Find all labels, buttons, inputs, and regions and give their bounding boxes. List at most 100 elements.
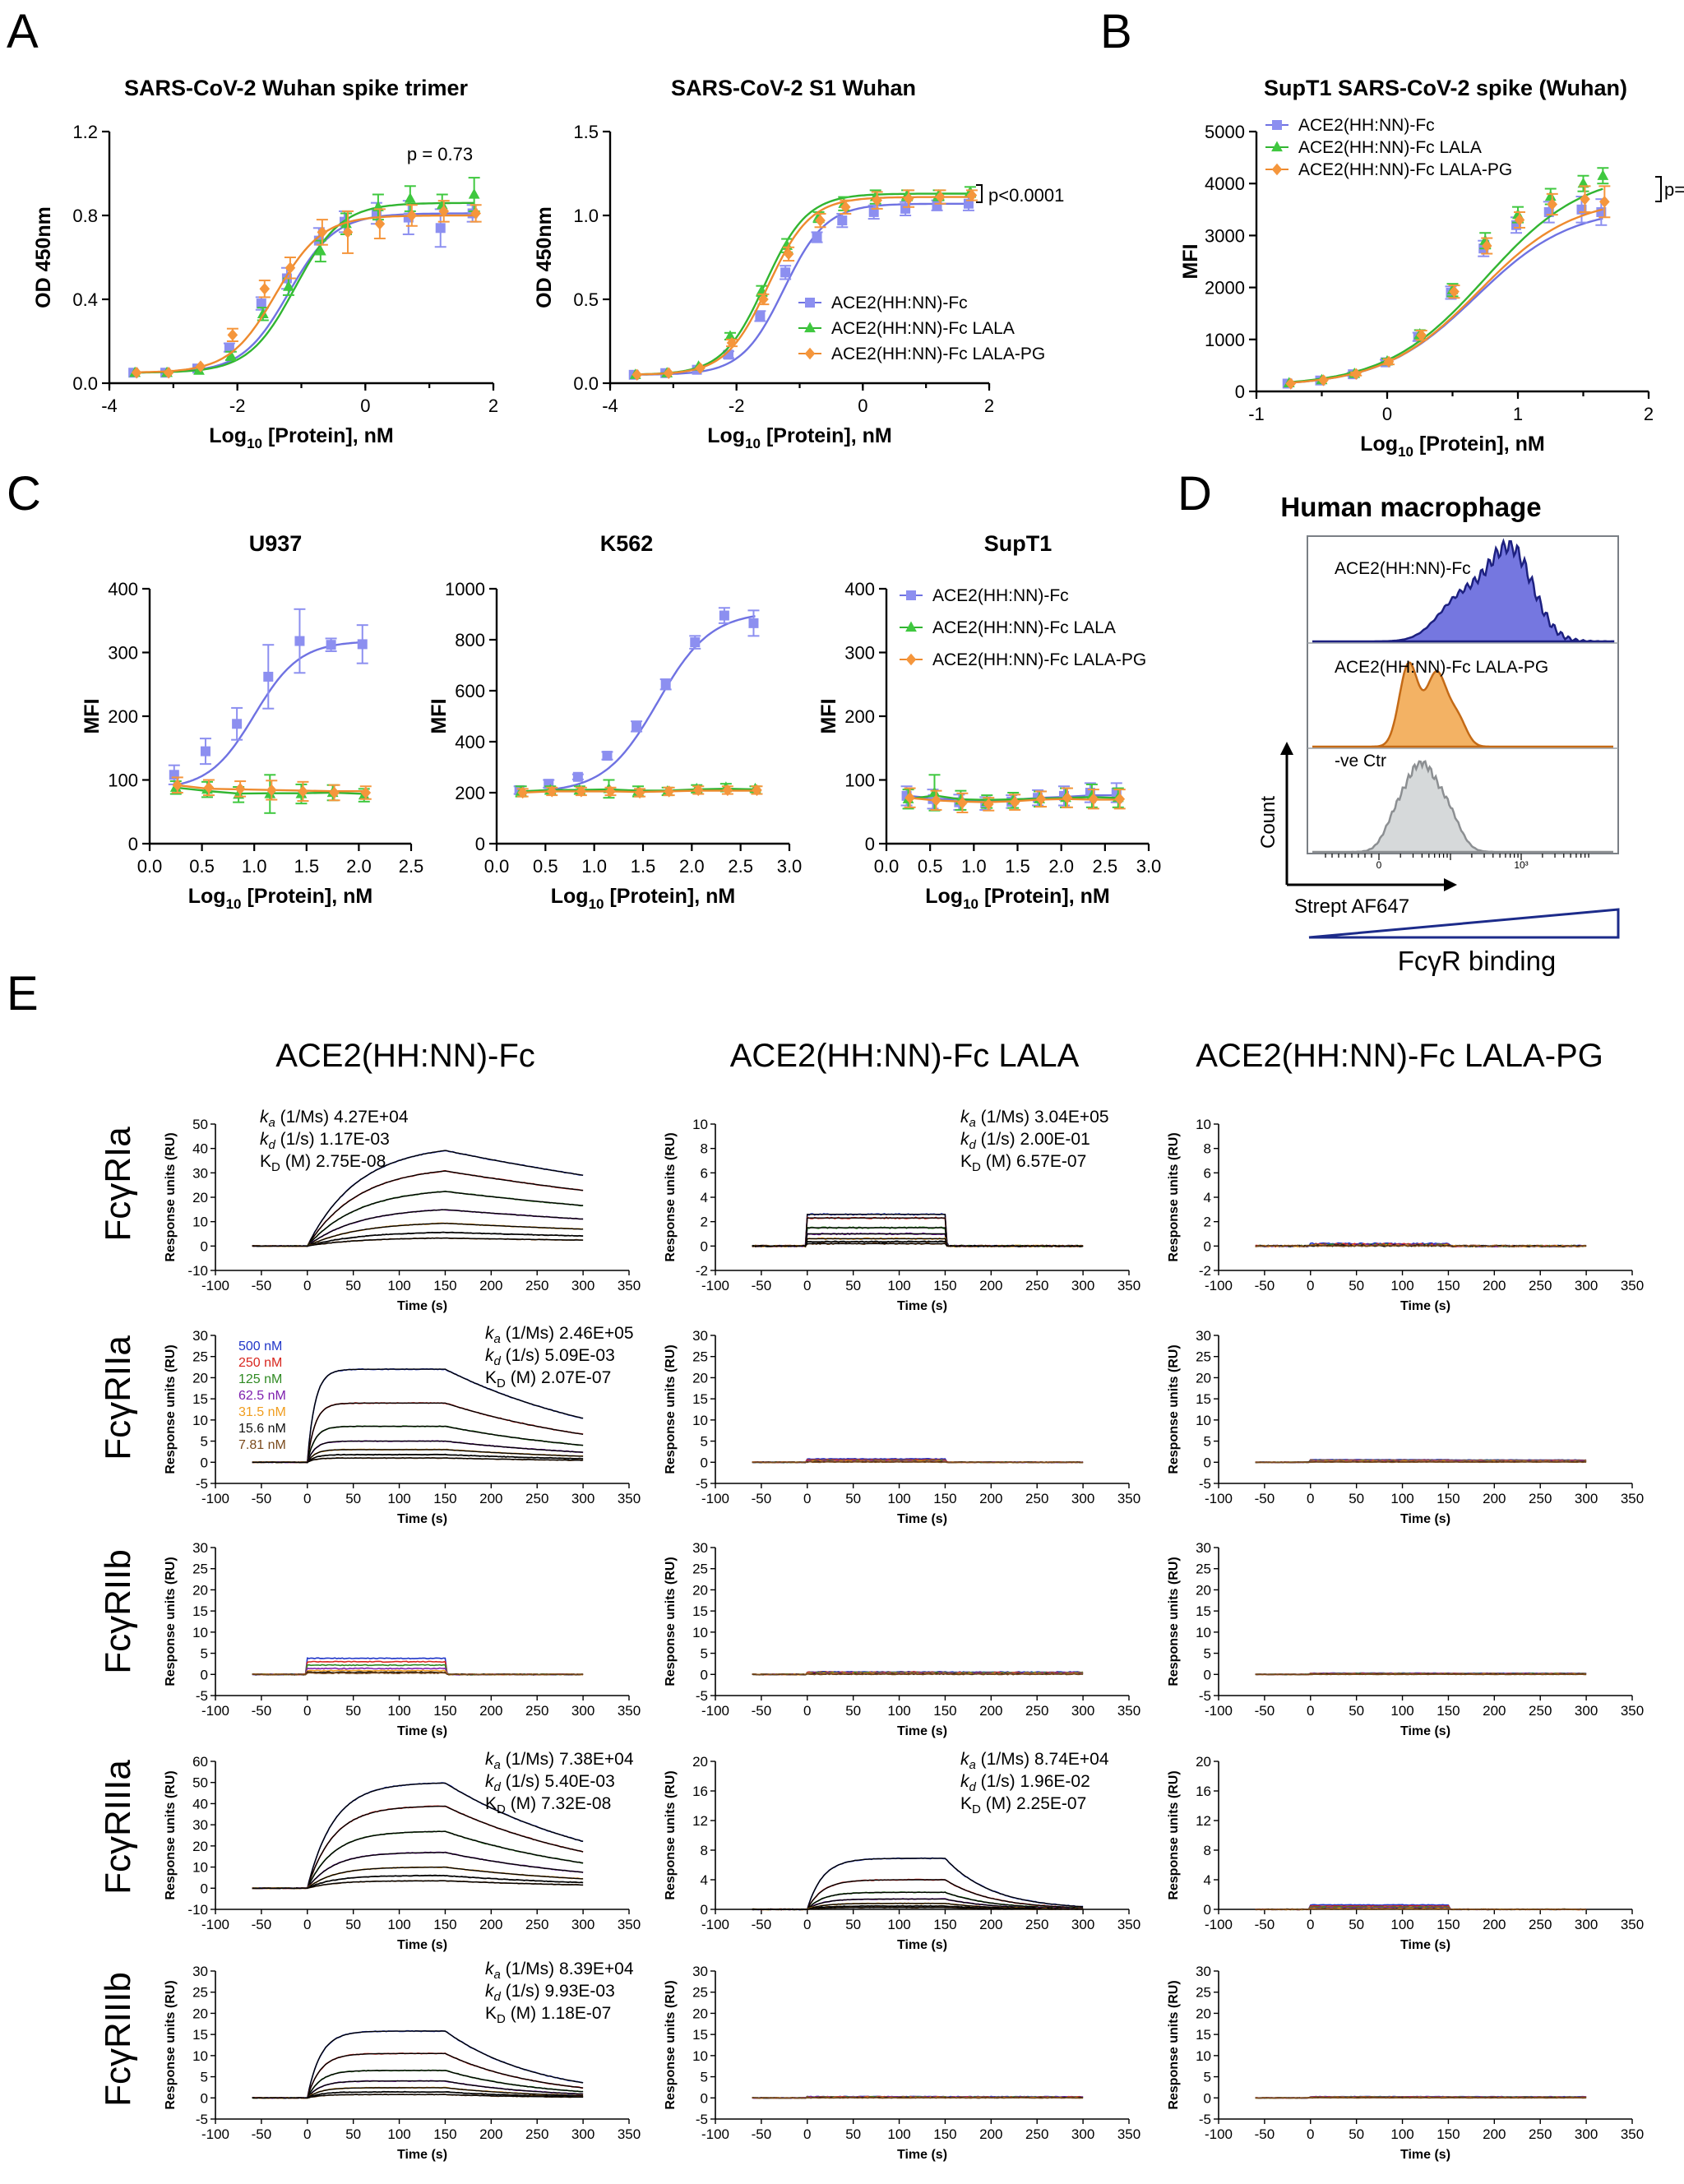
spr-r3c0-xtick-label: -100 — [201, 1917, 229, 1932]
spr-r4c0-ytick-label: 20 — [192, 2006, 208, 2021]
histogram-x-minor-ticks — [1325, 854, 1589, 860]
chart-a1-point-s0 — [435, 223, 446, 234]
spr-r0c1-xtick-label: -50 — [752, 1278, 772, 1293]
spr-r3c0-ytick-label: -10 — [187, 1902, 208, 1918]
chart-b-ytick-label: 0 — [1235, 382, 1245, 402]
spr-r0c1-xtick-label: 200 — [979, 1278, 1002, 1293]
spr-r1c0-xtick-label: 0 — [303, 1491, 311, 1506]
spr-r2c1-xtick-label: 250 — [1025, 1703, 1048, 1719]
spr-r1c0-concentration-label: 62.5 nM — [238, 1389, 286, 1403]
spr-panel-r0-c2: -2 0 2 4 6 8 10 -100 -50 0 50 100 150 200 250 300 350 Tim… — [1167, 1117, 1644, 1313]
spr-r4c2-xtick-label: 250 — [1529, 2126, 1552, 2142]
spr-r2c1-ytick-label: 15 — [692, 1603, 708, 1619]
chart-c2-point-s2 — [752, 784, 762, 797]
spr-r2c2-ytick-label: 10 — [1196, 1625, 1211, 1640]
chart-b-legend-marker — [1272, 120, 1282, 130]
spr-r4c2-ytick-label: 30 — [1196, 1964, 1211, 1979]
spr-r0c1-xtick-label: 350 — [1117, 1278, 1140, 1293]
chart-a1-xtick-label: 0 — [360, 396, 370, 416]
spr-r4c2-xlabel: Time (s) — [1400, 2148, 1450, 2162]
spr-r1c0-sensorgram-4 — [252, 1448, 584, 1464]
spr-r1c0-ytick-label: 20 — [192, 1370, 208, 1386]
chart-b-ylabel: MFI — [1179, 243, 1202, 279]
chart-c1-title: U937 — [249, 531, 303, 556]
spr-r0c0-xtick-label: 200 — [479, 1278, 502, 1293]
spr-r1c2-ytick-label: 20 — [1196, 1370, 1211, 1386]
spr-r0c0-xtick-label: 150 — [433, 1278, 456, 1293]
spr-r3c0-xtick-label: 300 — [571, 1917, 594, 1932]
spr-r0c0-kinetics-KD: KD (M) 2.75E-08 — [260, 1152, 386, 1174]
spr-r2c2-xtick-label: -100 — [1205, 1703, 1233, 1719]
spr-column-title-fc: ACE2(HH:NN)-Fc — [275, 1038, 535, 1074]
spr-r4c1-ytick-label: 0 — [701, 2090, 708, 2106]
spr-r0c2-xtick-label: 50 — [1349, 1278, 1364, 1293]
spr-r1c2-ylabel: Response units (RU) — [1167, 1344, 1181, 1474]
spr-r0c1-kinetics-value-ka: 3.04E+05 — [1034, 1108, 1109, 1127]
spr-r3c0-ytick-label: 50 — [192, 1775, 208, 1791]
spr-r3c0-kinetics-value-KD: 7.32E-08 — [541, 1794, 611, 1813]
spr-r0c2-xtick-label: 150 — [1436, 1278, 1460, 1293]
chart-c1-point-s2 — [234, 783, 246, 795]
chart-a2-ytick-label: 0.5 — [573, 289, 599, 310]
spr-r0c1-ytick-label: 6 — [701, 1165, 708, 1181]
chart-c1-xtick-label: 1.0 — [242, 856, 267, 877]
chart-c2-point-s0 — [632, 721, 642, 732]
chart-c2-xtick-label: 2.5 — [728, 856, 753, 877]
chart-b-pvalue-bracket — [1655, 176, 1662, 202]
spr-r3c0-fit-5 — [252, 1875, 584, 1889]
spr-r3c1-kinetics-ka: ka (1/Ms) 8.74E+04 — [960, 1750, 1109, 1772]
spr-r4c2-ytick-label: 5 — [1204, 2070, 1211, 2085]
spr-r0c0-ytick-label: 10 — [192, 1215, 208, 1230]
histogram-xtick-1000: 10³ — [1514, 859, 1528, 871]
spr-r0c1-kinetics-value-KD: 6.57E-07 — [1016, 1152, 1086, 1171]
chart-a2-xtick-label: -4 — [602, 396, 618, 416]
spr-r2c1-ylabel: Response units (RU) — [664, 1557, 678, 1686]
spr-r3c1-fit-1 — [752, 1879, 1084, 1910]
spr-r1c2-ytick-label: 0 — [1204, 1455, 1211, 1470]
spr-r0c1-ytick-label: 4 — [701, 1190, 708, 1205]
chart-c1-ytick-label: 400 — [108, 579, 138, 599]
chart-b-legend-label: ACE2(HH:NN)-Fc — [1298, 116, 1435, 135]
spr-r3c0-xtick-label: 100 — [387, 1917, 410, 1932]
chart-a2-point-s0 — [963, 198, 974, 209]
spr-r3c1-xtick-label: 150 — [933, 1917, 956, 1932]
spr-r2c1-sensorgram-6 — [752, 1673, 1084, 1676]
spr-r4c0-kinetics-ka: ka (1/Ms) 8.39E+04 — [485, 1960, 634, 1982]
chart-a1-point-s1 — [404, 192, 416, 203]
spr-r0c1-kinetics-KD: KD (M) 6.57E-07 — [960, 1152, 1086, 1174]
chart-b-legend-marker — [1271, 163, 1283, 176]
spr-r4c1-ytick-label: 30 — [692, 1964, 708, 1979]
chart-c1-xtick-label: 1.5 — [294, 856, 320, 877]
chart-a2-point-s2 — [815, 214, 826, 227]
spr-r3c0-ytick-label: 40 — [192, 1796, 208, 1812]
spr-r3c2-xtick-label: 250 — [1529, 1917, 1552, 1932]
chart-c3-legend-marker — [905, 653, 917, 666]
spr-r1c1-sensorgram-6 — [752, 1460, 1084, 1464]
chart-c1-point-s2 — [172, 779, 183, 791]
spr-r4c2-ytick-label: 15 — [1196, 2027, 1211, 2043]
spr-r4c1-xtick-label: 350 — [1117, 2126, 1140, 2142]
spr-r2c2-sensorgram-6 — [1255, 1673, 1587, 1676]
chart-a1-point-s0 — [224, 342, 234, 353]
spr-r4c2-xtick-label: 350 — [1621, 2126, 1644, 2142]
spr-r1c1-ytick-label: 30 — [692, 1328, 708, 1344]
chart-b-point-s2 — [1416, 329, 1427, 341]
chart-a1-point-s2 — [259, 283, 271, 295]
chart-b-legend-label: ACE2(HH:NN)-Fc LALA — [1298, 138, 1482, 157]
chart-a2-point-s2 — [872, 194, 882, 206]
histogram-label-neg-ctrl: -ve Ctr — [1335, 752, 1386, 770]
chart-a1-title: SARS-CoV-2 Wuhan spike trimer — [124, 76, 469, 100]
chart-c2-fit-line-0 — [520, 615, 756, 793]
chart-a2-pvalue: p<0.0001 — [988, 185, 1064, 206]
chart-c3-point-s2 — [983, 798, 994, 811]
spr-r2c0-xtick-label: 200 — [479, 1703, 502, 1719]
spr-r2c0-xlabel: Time (s) — [397, 1724, 447, 1738]
spr-r2c2-xtick-label: 0 — [1307, 1703, 1314, 1719]
chart-c2-point-s0 — [748, 618, 759, 628]
spr-r1c0-concentration-label: 31.5 nM — [238, 1405, 286, 1419]
chart-a1-point-s2 — [342, 226, 354, 238]
spr-r0c2-xlabel: Time (s) — [1400, 1299, 1450, 1313]
chart-a1-point-s1 — [224, 349, 237, 360]
spr-r3c1-kinetics-value-KD: 2.25E-07 — [1016, 1794, 1086, 1813]
